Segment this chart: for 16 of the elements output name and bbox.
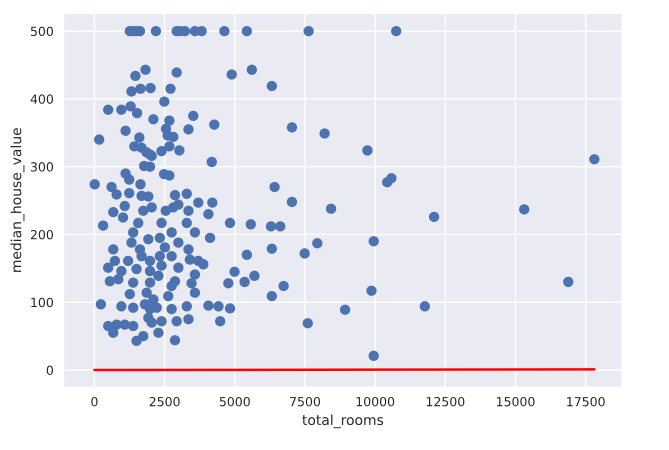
x-tick-label: 12500: [426, 396, 464, 406]
y-tick-label: 300: [30, 162, 53, 172]
y-tick-label: 200: [30, 230, 53, 240]
x-tick-label: 2500: [150, 396, 180, 406]
x-axis-title: total_rooms: [302, 414, 384, 428]
x-tick-label: 17500: [567, 396, 605, 406]
x-tick-label: 10000: [356, 396, 394, 406]
y-tick-label: 100: [31, 298, 53, 308]
x-tick-label: 0: [91, 396, 98, 406]
y-tick-label: 400: [30, 94, 53, 104]
y-tick-label: 0: [46, 366, 54, 375]
x-tick-label: 15000: [496, 396, 535, 406]
x-tick-label: 7500: [290, 396, 320, 406]
x-tick-label: 5000: [220, 396, 250, 406]
y-tick-label: 500: [30, 26, 53, 36]
y-axis-title: median_house_value: [10, 128, 24, 272]
